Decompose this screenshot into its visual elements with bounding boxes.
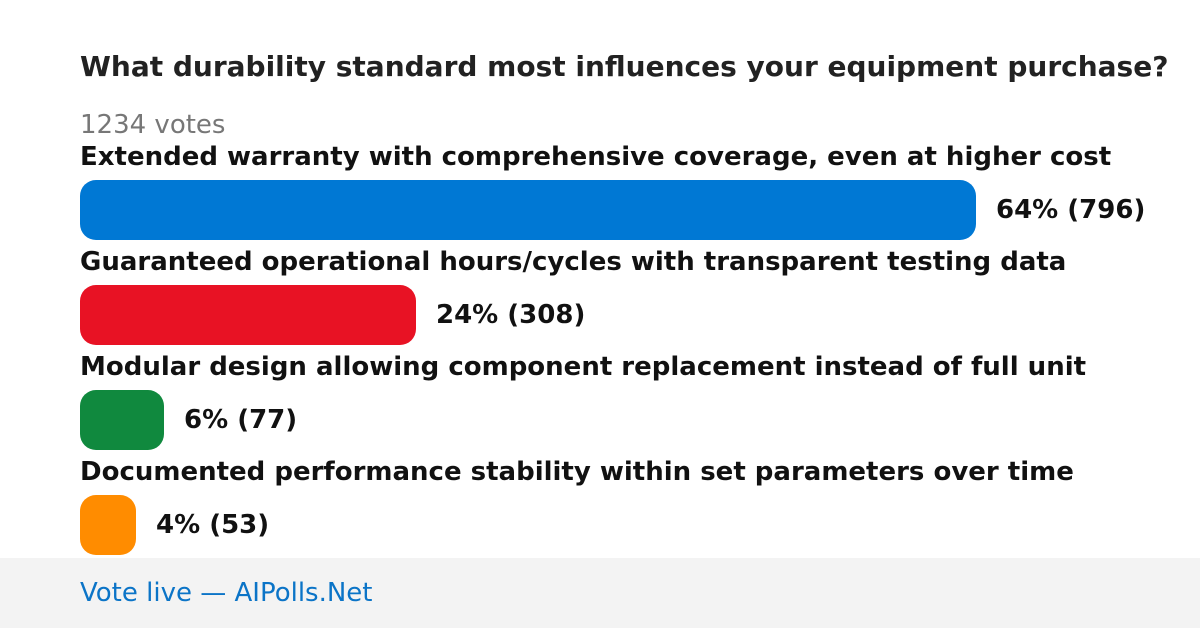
option-bar	[80, 180, 976, 240]
footer-band	[0, 558, 1200, 628]
option-label: Extended warranty with comprehensive cov…	[80, 142, 1112, 172]
option-label: Documented performance stability within …	[80, 457, 1074, 487]
option-bar	[80, 495, 136, 555]
option-bar	[80, 285, 416, 345]
option-result: 64% (796)	[996, 195, 1146, 225]
vote-count: 1234 votes	[80, 110, 226, 140]
footer-link[interactable]: Vote live — AIPolls.Net	[80, 578, 373, 608]
option-bar	[80, 390, 164, 450]
option-label: Modular design allowing component replac…	[80, 352, 1087, 382]
poll-title: What durability standard most influences…	[80, 50, 1169, 83]
option-label: Guaranteed operational hours/cycles with…	[80, 247, 1067, 277]
option-result: 6% (77)	[184, 405, 298, 435]
option-result: 4% (53)	[156, 510, 270, 540]
option-result: 24% (308)	[436, 300, 586, 330]
